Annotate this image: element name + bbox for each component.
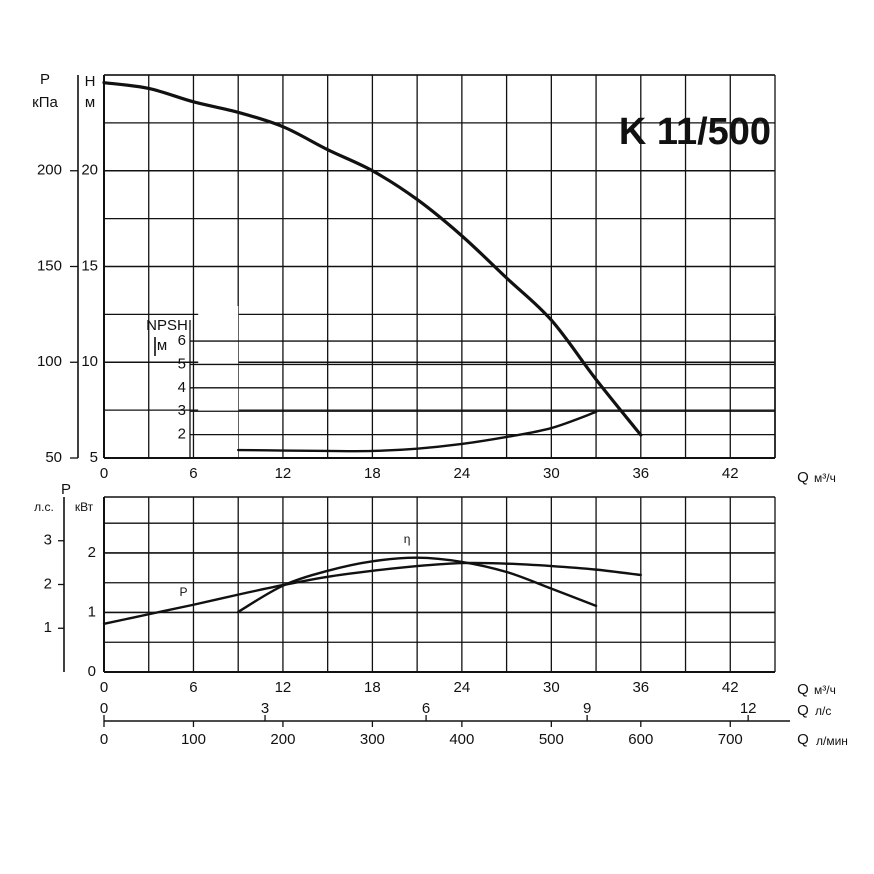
- x-tick-label: 30: [543, 679, 560, 696]
- y2-tick-label: 50: [45, 449, 62, 466]
- npsh-tick-label: 2: [178, 426, 186, 443]
- x-tick-label: 0: [100, 679, 108, 696]
- x-tick-label: 12: [275, 465, 292, 482]
- y2-tick-label: 200: [37, 162, 62, 179]
- x-unit: м³/ч: [814, 683, 836, 697]
- x-tick-label: 42: [722, 679, 739, 696]
- npsh-tick-label: 5: [178, 355, 186, 372]
- curve: [102, 561, 642, 625]
- x2-tick-label: 6: [422, 700, 430, 717]
- x-tick-label: 42: [722, 465, 739, 482]
- x3-label: Q: [797, 731, 809, 748]
- y-tick-label: 2: [88, 544, 96, 561]
- x3-tick-label: 700: [718, 731, 743, 748]
- y-tick-label: 1: [88, 603, 96, 620]
- x-tick-label: 36: [632, 679, 649, 696]
- curve-label: P: [179, 585, 187, 599]
- npsh-label: NPSH: [146, 317, 188, 334]
- y2-unit: л.с.: [34, 500, 54, 514]
- npsh-tick-label: 3: [178, 402, 186, 419]
- curve: [237, 556, 598, 614]
- x-tick-label: 18: [364, 465, 381, 482]
- x3-unit: л/мин: [816, 734, 848, 748]
- x-tick-label: 36: [632, 465, 649, 482]
- x2-tick-label: 0: [100, 700, 108, 717]
- curve: [102, 81, 643, 437]
- y-tick-label: 10: [81, 353, 98, 370]
- x3-tick-label: 200: [270, 731, 295, 748]
- x-tick-label: 24: [454, 679, 471, 696]
- x3-tick-label: 100: [181, 731, 206, 748]
- x2-tick-label: 3: [261, 700, 269, 717]
- chart-title: K 11/500: [619, 111, 771, 153]
- x-tick-label: 12: [275, 679, 292, 696]
- x3-tick-label: 300: [360, 731, 385, 748]
- npsh-tick-label: 6: [178, 332, 186, 349]
- y2-label: P: [40, 71, 50, 88]
- y2-tick-label: 2: [44, 575, 52, 592]
- y-tick-label: 0: [88, 663, 96, 680]
- y2-tick-label: 3: [44, 532, 52, 549]
- y-tick-label: 15: [81, 257, 98, 274]
- y2-unit: кПа: [32, 94, 58, 111]
- y-label: P: [61, 481, 71, 498]
- x3-tick-label: 400: [449, 731, 474, 748]
- x2-label: Q: [797, 702, 809, 719]
- y-tick-label: 20: [81, 162, 98, 179]
- npsh-tick-label: 4: [178, 379, 186, 396]
- x2-tick-label: 9: [583, 700, 591, 717]
- x2-unit: л/с: [815, 704, 831, 718]
- x2-tick-label: 12: [740, 700, 757, 717]
- y-unit: м: [85, 94, 95, 111]
- y-tick-label: 5: [90, 449, 98, 466]
- curve: [237, 410, 598, 453]
- y2-tick-label: 1: [44, 619, 52, 636]
- x-label: Q: [797, 681, 809, 698]
- x-tick-label: 0: [100, 465, 108, 482]
- x-tick-label: 24: [454, 465, 471, 482]
- x3-tick-label: 600: [628, 731, 653, 748]
- x-tick-label: 6: [189, 679, 197, 696]
- x-tick-label: 30: [543, 465, 560, 482]
- x-tick-label: 6: [189, 465, 197, 482]
- curve-label: η: [404, 532, 411, 546]
- x-label: Q: [797, 469, 809, 486]
- y2-tick-label: 100: [37, 353, 62, 370]
- npsh-mask: [198, 306, 239, 457]
- y-unit: кВт: [75, 500, 94, 514]
- x-tick-label: 18: [364, 679, 381, 696]
- y2-tick-label: 150: [37, 257, 62, 274]
- x-unit: м³/ч: [814, 471, 836, 485]
- x3-tick-label: 500: [539, 731, 564, 748]
- y-label: H: [85, 73, 96, 90]
- x3-tick-label: 0: [100, 731, 108, 748]
- npsh-unit: м: [157, 337, 167, 354]
